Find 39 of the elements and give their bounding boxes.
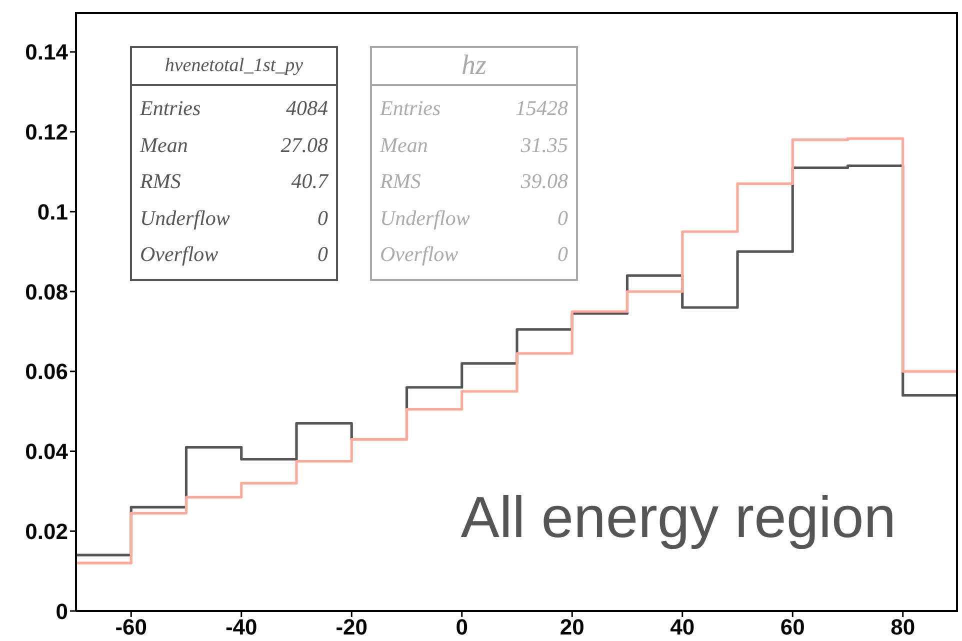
annotation: RMS [140, 168, 181, 195]
annotation: 15428 [516, 95, 568, 122]
annotation: Overflow [380, 241, 458, 268]
y-tick-label: 0.12 [25, 120, 68, 145]
y-tick-label: 0.14 [25, 40, 69, 65]
x-tick-label: 20 [560, 614, 584, 640]
x-tick-label: -60 [115, 614, 148, 640]
annotation: 39.08 [520, 168, 568, 195]
annotation: RMS [380, 168, 421, 195]
x-tick-label: 60 [780, 614, 805, 640]
annotation: 0 [558, 204, 568, 232]
annotation: All energy region [460, 484, 896, 551]
annotation: Mean [380, 132, 428, 158]
x-tick-label: -20 [336, 614, 368, 640]
y-tick-label: 0.08 [25, 279, 68, 304]
y-tick-label: 0 [56, 598, 68, 624]
x-tick-label: 80 [890, 614, 916, 640]
annotation: Underflow [140, 204, 230, 232]
annotation: hz [372, 48, 576, 86]
x-tick-label: 0 [456, 614, 468, 640]
annotation: 0 [318, 204, 328, 232]
annotation: Entries [380, 95, 441, 122]
annotation: 27.08 [280, 132, 328, 158]
y-tick-label: 0.02 [25, 518, 68, 544]
x-tick-label: -40 [225, 614, 258, 640]
annotation: hvenetotal_1st_py [132, 48, 336, 86]
annotation: Underflow [380, 204, 470, 232]
annotation: 0 [318, 241, 328, 268]
annotation: 4084 [286, 95, 328, 122]
annotation: 0 [558, 241, 568, 268]
y-tick-label: 0.06 [25, 359, 68, 384]
annotation: Overflow [140, 241, 218, 268]
y-tick-label: 0.04 [25, 439, 69, 464]
annotation: Entries [140, 95, 201, 122]
annotation: 31.35 [520, 132, 568, 158]
x-tick-label: 40 [670, 614, 695, 640]
y-tick-label: 0.1 [37, 199, 68, 224]
annotation: Mean [140, 132, 188, 158]
annotation: 40.7 [291, 168, 328, 195]
